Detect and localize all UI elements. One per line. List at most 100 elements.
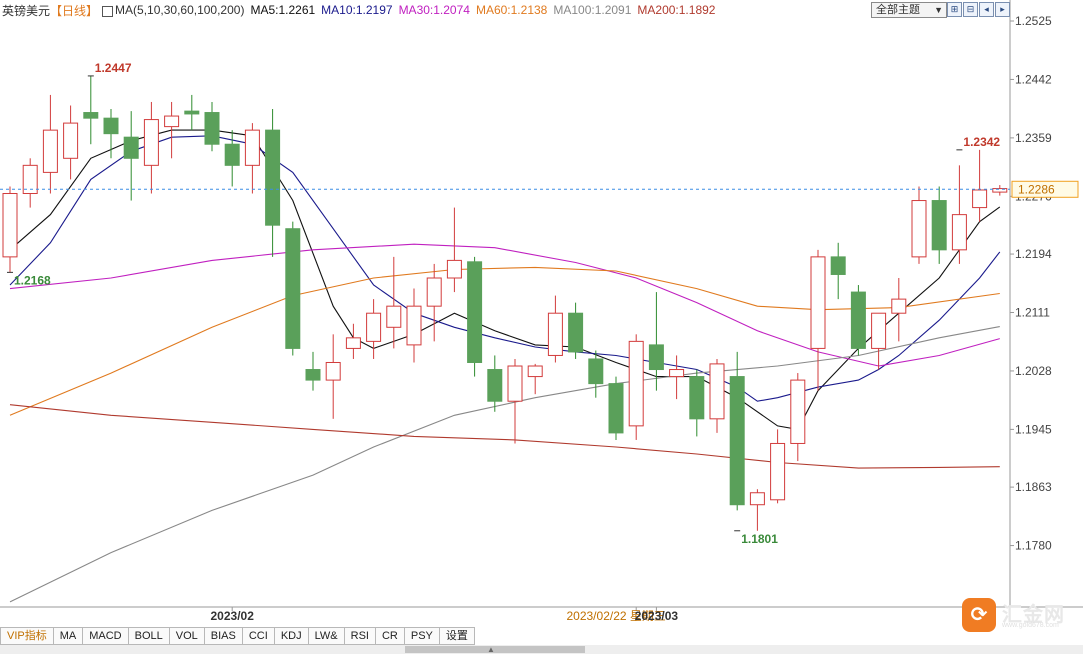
tab-rsi[interactable]: RSI <box>343 627 375 645</box>
candle-body <box>669 369 685 378</box>
candle-body <box>22 164 38 195</box>
tab-macd[interactable]: MACD <box>82 627 128 645</box>
zoom-in-icon[interactable]: ⊞ <box>947 2 962 17</box>
extreme-label: 1.2342 <box>963 135 1000 149</box>
candle-body <box>426 277 442 307</box>
candle-body <box>951 214 967 251</box>
tab-vol[interactable]: VOL <box>168 627 204 645</box>
candle-body <box>123 136 139 159</box>
candle-body <box>164 115 180 128</box>
zoom-out-icon[interactable]: ⊟ <box>963 2 978 17</box>
y-tick-label: 1.2028 <box>1015 364 1052 378</box>
period-label[interactable]: 【日线】 <box>50 3 99 18</box>
candle-body <box>366 312 382 342</box>
candle-body <box>386 305 402 328</box>
y-tick-label: 1.2359 <box>1015 131 1052 145</box>
current-price-value: 1.2286 <box>1018 182 1055 196</box>
tab-psy[interactable]: PSY <box>403 627 439 645</box>
ma100-value: MA100:1.2091 <box>553 3 632 17</box>
candle-body <box>911 200 927 258</box>
theme-select-label: 全部主题 <box>876 4 920 16</box>
y-tick-label: 1.2525 <box>1015 14 1052 28</box>
candle-body <box>608 383 624 434</box>
candle-body <box>406 305 422 346</box>
x-tick-label: 2023/02/22 星期三 <box>566 609 665 623</box>
candle-body <box>487 369 503 402</box>
ma5-value: MA5:1.2261 <box>250 3 316 17</box>
ma30-value: MA30:1.2074 <box>398 3 470 17</box>
prev-icon[interactable]: ◂ <box>979 2 994 17</box>
candle-body <box>749 492 765 506</box>
candle-body <box>83 112 99 119</box>
candle-body <box>770 442 786 501</box>
candle-body <box>568 312 584 353</box>
ma-line-ma5 <box>9 129 1001 431</box>
candle-body <box>648 344 664 371</box>
candle-body <box>810 256 826 349</box>
ma200-value: MA200:1.1892 <box>637 3 716 17</box>
price-axis: 1.25251.24421.23591.22761.21941.21111.20… <box>0 0 1083 623</box>
extreme-label: 1.2168 <box>14 273 51 287</box>
candle-body <box>547 312 563 356</box>
logo-name: 汇金网 <box>1002 604 1065 626</box>
tab-boll[interactable]: BOLL <box>127 627 169 645</box>
tab-cci[interactable]: CCI <box>241 627 274 645</box>
candle-body <box>2 193 18 258</box>
candle-body <box>184 110 200 115</box>
tab-vip-indicator[interactable]: VIP指标 <box>0 627 53 645</box>
y-tick-label: 1.2111 <box>1015 306 1050 320</box>
ma-line-ma100 <box>9 326 1000 603</box>
current-price-tag <box>1011 180 1079 198</box>
ma-settings[interactable]: MA(5,10,30,60,100,200) <box>115 3 245 17</box>
next-icon[interactable]: ▸ <box>995 2 1010 17</box>
tab-bias[interactable]: BIAS <box>203 627 242 645</box>
extreme-label: 1.2447 <box>95 61 132 75</box>
y-tick-label: 1.1945 <box>1015 422 1052 436</box>
candle-body <box>992 188 1008 193</box>
candle-body <box>507 365 523 402</box>
symbol-name: 英镑美元 <box>2 3 51 18</box>
candle-body <box>244 129 260 166</box>
extreme-label: 1.1801 <box>741 532 778 546</box>
candle-body <box>850 291 866 349</box>
scrollbar-thumb[interactable] <box>405 646 585 653</box>
theme-select[interactable]: 全部主题 ▼ <box>871 2 947 18</box>
candle-body <box>325 361 341 381</box>
tab-cr[interactable]: CR <box>374 627 404 645</box>
chevron-down-icon: ▼ <box>934 5 943 15</box>
candle-body <box>527 365 543 378</box>
tab-ma[interactable]: MA <box>52 627 83 645</box>
candle-body <box>467 261 483 363</box>
ma-toggle-icon[interactable] <box>102 5 114 17</box>
tab-kdj[interactable]: KDJ <box>273 627 308 645</box>
ma60-value: MA60:1.2138 <box>475 3 548 17</box>
candle-body <box>830 256 846 275</box>
scroll-up-icon: ▲ <box>487 645 495 654</box>
candle-body <box>265 129 281 226</box>
candle-body <box>689 376 705 420</box>
candle-body <box>871 312 887 349</box>
x-tick-label: 2023/03 <box>635 609 679 623</box>
candle-body <box>345 337 361 349</box>
tab-settings[interactable]: 设置 <box>438 627 475 645</box>
y-tick-label: 1.2442 <box>1015 72 1052 86</box>
candle-body <box>588 358 604 385</box>
chart-header: 英镑美元 【日线】 MA(5,10,30,60,100,200) MA5:1.2… <box>0 0 1010 20</box>
candlestick-chart[interactable]: 1.25251.24421.23591.22761.21941.21111.20… <box>0 0 1083 627</box>
candle-body <box>628 340 644 427</box>
y-tick-label: 1.1863 <box>1015 480 1052 494</box>
candle-body <box>143 119 159 166</box>
candle-body <box>103 117 119 135</box>
candle-body <box>63 122 79 159</box>
candle-body <box>729 376 745 506</box>
site-logo: ⟳ 汇金网 www.gold678.com <box>962 598 1072 634</box>
tab-lw[interactable]: LW& <box>307 627 344 645</box>
ma10-value: MA10:1.2197 <box>321 3 393 17</box>
candle-body <box>224 143 240 166</box>
candle-body <box>42 129 58 173</box>
candle-body <box>305 369 321 381</box>
candles <box>2 75 1008 531</box>
logo-url: www.gold678.com <box>1002 622 1059 629</box>
candle-body <box>972 189 988 209</box>
candle-body <box>709 363 725 420</box>
